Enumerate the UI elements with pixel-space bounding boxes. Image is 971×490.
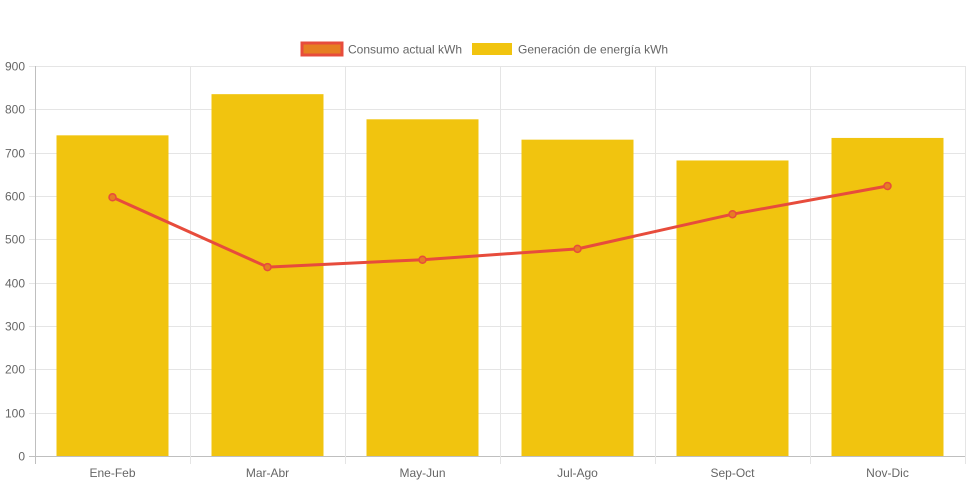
y-tick-label: 800 <box>5 103 25 117</box>
legend-item-consumption[interactable]: Consumo actual kWh <box>300 41 462 57</box>
bar-generation-nov-dic <box>831 137 944 456</box>
x-tick-label: Ene-Feb <box>89 466 135 480</box>
bar-generation-sep-oct <box>676 160 789 456</box>
y-tick-label: 400 <box>5 277 25 291</box>
bar-generation-may-jun <box>366 119 479 457</box>
legend-item-generation[interactable]: Generación de energía kWh <box>472 43 668 57</box>
legend-swatch-consumption <box>300 41 344 57</box>
y-tick-label: 600 <box>5 190 25 204</box>
legend-label-generation: Generación de energía kWh <box>518 43 668 57</box>
consumption-point-sep-oct <box>728 209 737 219</box>
bar-generation-jul-ago <box>521 139 634 456</box>
x-axis: Ene-Feb Mar-Abr May-Jun Jul-Ago Sep-Oct Nov-D… <box>89 466 908 480</box>
y-tick-label: 200 <box>5 363 25 377</box>
consumption-point-mar-abr <box>263 262 272 272</box>
consumption-point-nov-dic <box>883 181 892 191</box>
bar-generation-mar-abr <box>211 94 324 457</box>
x-tick-label: Nov-Dic <box>866 466 909 480</box>
y-tick-label: 0 <box>18 450 25 464</box>
y-tick-label: 500 <box>5 233 25 247</box>
consumption-line-path <box>111 184 888 269</box>
y-tick-label: 900 <box>5 60 25 74</box>
y-tick-label: 300 <box>5 320 25 334</box>
consumption-point-may-jun <box>418 255 427 264</box>
consumption-point-jul-ago <box>573 244 582 254</box>
grid-lines <box>29 66 966 464</box>
chart-legend[interactable]: Consumo actual kWh Generación de energía… <box>300 41 668 57</box>
x-tick-label: Sep-Oct <box>710 466 755 480</box>
x-tick-label: Mar-Abr <box>246 466 289 480</box>
consumption-line <box>108 181 892 272</box>
y-tick-label: 100 <box>5 407 25 421</box>
y-tick-label: 700 <box>5 147 25 161</box>
x-tick-label: Jul-Ago <box>557 466 598 480</box>
legend-swatch-generation <box>472 43 512 55</box>
x-tick-label: May-Jun <box>399 466 445 480</box>
bar-generation-ene-feb <box>56 135 169 457</box>
legend-label-consumption: Consumo actual kWh <box>348 43 462 57</box>
consumption-point-ene-feb <box>108 193 117 202</box>
y-axis: 0 100 200 300 400 500 600 700 800 900 <box>5 60 25 464</box>
generation-bars <box>56 94 944 457</box>
